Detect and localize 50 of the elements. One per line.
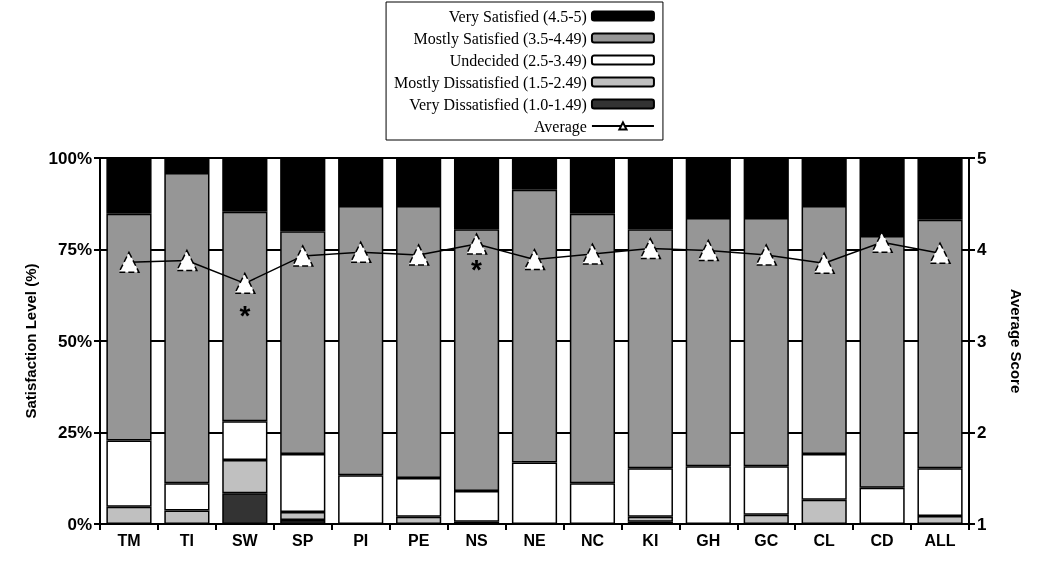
point bbox=[929, 242, 951, 264]
x-tick-label: CL bbox=[813, 531, 836, 549]
x-tick-label: TI bbox=[179, 531, 195, 549]
point bbox=[176, 249, 198, 272]
y-tick-label: 25% bbox=[57, 423, 92, 442]
y-tick-label: 50% bbox=[57, 331, 92, 351]
y-tick-label: 100% bbox=[48, 148, 92, 168]
x-tick-label: GC bbox=[754, 531, 779, 549]
legend-label: Mostly Satisfied (3.5-4.49) bbox=[413, 29, 587, 48]
point bbox=[118, 251, 140, 274]
y2-tick-label: 2 bbox=[977, 423, 987, 442]
legend-label: Very Satisfied (4.5-5) bbox=[448, 7, 587, 26]
y2-tick-label: 3 bbox=[977, 331, 987, 351]
y2-tick-label: 4 bbox=[977, 240, 987, 259]
point bbox=[292, 245, 314, 267]
point bbox=[234, 272, 256, 295]
y-tick-label: 75% bbox=[57, 240, 92, 259]
x-tick-label: ALL bbox=[924, 531, 956, 549]
point bbox=[465, 233, 488, 255]
x-tick-label: TM bbox=[117, 531, 141, 549]
x-tick-label: GH bbox=[696, 531, 721, 549]
point bbox=[813, 252, 835, 274]
annotation: * bbox=[471, 254, 483, 286]
x-tick-label: NE bbox=[523, 531, 546, 549]
annotation: * bbox=[239, 299, 251, 331]
point bbox=[581, 243, 604, 265]
point bbox=[523, 248, 546, 271]
x-tick-label: NS bbox=[465, 531, 488, 549]
point bbox=[639, 237, 662, 260]
legend-label: Mostly Dissatisfied (1.5-2.49) bbox=[394, 73, 587, 92]
legend-label: Very Dissatisfied (1.0-1.49) bbox=[409, 95, 587, 114]
x-tick-label: PE bbox=[407, 531, 430, 549]
y2-tick-label: 5 bbox=[977, 148, 987, 168]
x-tick-label: SP bbox=[292, 531, 314, 549]
x-tick-label: SW bbox=[231, 531, 259, 549]
point bbox=[697, 239, 720, 262]
point bbox=[871, 231, 893, 253]
x-tick-label: KI bbox=[642, 531, 659, 549]
x-tick-label: CD bbox=[870, 531, 894, 549]
legend-label: Undecided (2.5-3.49) bbox=[449, 51, 587, 70]
point bbox=[755, 244, 777, 266]
y2-axis-title: Average Score bbox=[1008, 288, 1025, 394]
point bbox=[349, 241, 372, 263]
y2-tick-label: 1 bbox=[977, 514, 987, 534]
legend-label: Average bbox=[533, 117, 587, 136]
x-tick-label: NC bbox=[580, 531, 605, 549]
y-axis-title: Satisfaction Level (%) bbox=[21, 263, 39, 419]
x-tick-label: PI bbox=[353, 531, 369, 549]
y-tick-label: 0% bbox=[67, 514, 92, 534]
point bbox=[407, 244, 430, 266]
